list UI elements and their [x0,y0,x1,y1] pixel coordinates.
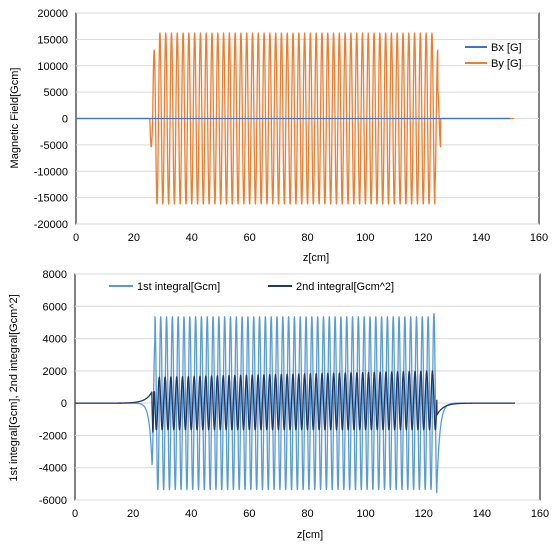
x-tick-label: 0 [72,508,78,520]
x-tick-labels: 0 20 40 60 80 100 120 140 160 [72,508,549,520]
y-tick-label: -15000 [34,193,68,205]
x-tick-label: 100 [356,508,374,520]
y-tick-label: 10000 [37,61,68,73]
y-axis-title: Magnetic Field[Gcm] [9,68,21,169]
x-tick-label: 80 [301,232,313,244]
y-tick-label: -6000 [39,495,67,507]
x-tick-label: 20 [127,508,139,520]
x-tick-label: 60 [244,232,256,244]
y-tick-label: 4000 [43,334,67,346]
x-tick-label: 0 [73,232,79,244]
series-lines [75,32,515,205]
x-tick-label: 120 [414,232,432,244]
legend-label-1st-integral: 1st integral[Gcm] [137,281,220,293]
y-tick-label: -4000 [39,463,67,475]
y-tick-label: -2000 [39,430,67,442]
x-tick-label: 160 [530,232,548,244]
series-lines [74,312,516,494]
x-tick-label: 160 [531,508,549,520]
y-tick-label: 5000 [44,87,68,99]
x-tick-label: 140 [472,232,490,244]
y-tick-label: -5000 [40,140,68,152]
y-tick-label: 20000 [37,8,68,20]
y-tick-label: 15000 [37,34,68,46]
y-tick-label: -20000 [34,219,68,231]
x-axis-title: z[cm] [297,529,323,541]
y-tick-labels: 20000 15000 10000 5000 0 -5000 -10000 -15000 -20… [34,8,68,231]
legend-label-2nd-integral: 2nd integral[Gcm^2] [296,281,394,293]
x-tick-labels: 0 20 40 60 80 100 120 140 160 [73,232,548,244]
series-1st-integral-line [74,312,516,494]
magnetic-field-chart: 20000 15000 10000 5000 0 -5000 -10000 -15000 -20… [9,8,548,264]
x-tick-label: 40 [186,232,198,244]
x-tick-label: 120 [415,508,433,520]
y-axis-title: 1st integral[Gcm], 2nd integral[Gcm^2] [8,294,20,481]
x-axis-title: z[cm] [303,252,329,264]
legend-label-by: By [G] [491,58,522,70]
gridlines [76,12,539,225]
legend-label-bx: Bx [G] [491,42,522,54]
y-tick-label: 0 [61,398,67,410]
legend: Bx [G] By [G] [465,42,522,70]
x-tick-label: 60 [243,508,255,520]
x-tick-label: 40 [185,508,197,520]
y-tick-label: -10000 [34,166,68,178]
y-tick-label: 0 [62,114,68,126]
y-tick-label: 8000 [43,270,67,281]
y-tick-label: 6000 [43,301,67,313]
legend: 1st integral[Gcm] 2nd integral[Gcm^2] [109,281,394,293]
x-tick-label: 140 [473,508,491,520]
series-2nd-integral-line [74,370,516,433]
x-tick-label: 20 [128,232,140,244]
field-integrals-chart: 8000 6000 4000 2000 0 -2000 -4000 -6000 0 20 40 60… [8,270,549,541]
x-tick-label: 100 [356,232,374,244]
y-tick-label: 2000 [43,366,67,378]
x-tick-label: 80 [301,508,313,520]
y-tick-labels: 8000 6000 4000 2000 0 -2000 -4000 -6000 [39,270,67,507]
